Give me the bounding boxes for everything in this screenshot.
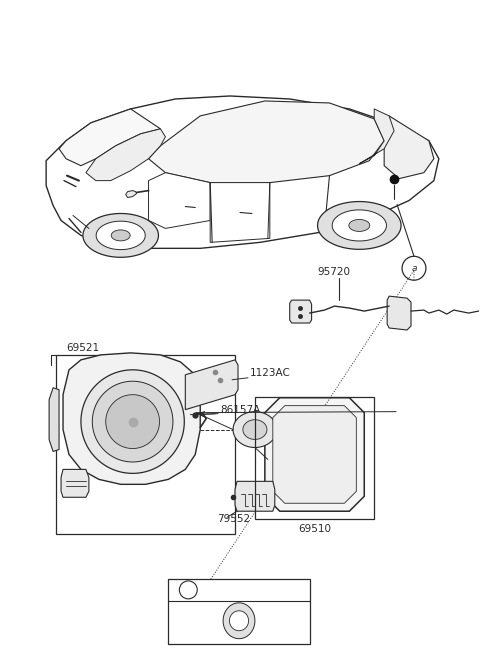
Text: 86157A: 86157A [220,405,260,415]
Polygon shape [63,353,200,484]
Polygon shape [235,481,275,511]
Polygon shape [384,116,434,179]
Polygon shape [387,296,411,330]
Polygon shape [148,173,210,229]
Polygon shape [210,183,270,242]
Polygon shape [148,101,384,183]
Polygon shape [332,210,386,241]
Text: 69510: 69510 [298,524,331,534]
Polygon shape [61,470,89,497]
Polygon shape [59,109,160,166]
Polygon shape [86,129,166,181]
Text: a: a [186,586,191,594]
Polygon shape [223,603,255,639]
Polygon shape [106,395,159,449]
Polygon shape [185,360,238,409]
Polygon shape [56,355,235,534]
Polygon shape [318,202,401,250]
Polygon shape [81,370,184,474]
Polygon shape [265,398,364,511]
Polygon shape [92,381,173,462]
Polygon shape [243,420,267,440]
Text: 69521: 69521 [66,343,99,353]
Text: 79552: 79552 [217,514,250,524]
Polygon shape [168,579,310,644]
Text: a: a [411,264,417,272]
Text: 81599: 81599 [270,459,303,470]
Text: 1123AC: 1123AC [250,368,291,378]
Polygon shape [273,405,356,503]
Polygon shape [126,191,137,198]
Polygon shape [233,411,277,447]
Polygon shape [83,214,158,257]
Polygon shape [290,300,312,323]
Polygon shape [349,219,370,231]
Polygon shape [360,109,394,164]
Polygon shape [46,96,439,248]
Polygon shape [111,230,130,241]
Polygon shape [49,388,59,451]
Polygon shape [229,611,249,631]
Text: 95720: 95720 [318,267,350,277]
Text: 81199: 81199 [202,585,235,595]
Polygon shape [96,221,145,250]
